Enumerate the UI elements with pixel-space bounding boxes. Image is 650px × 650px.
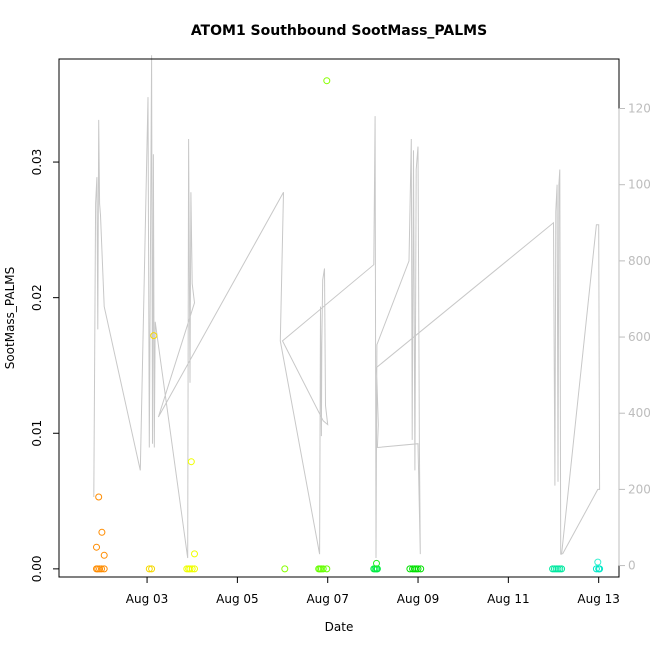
scatter-points bbox=[93, 77, 604, 573]
y2-tick-label: 8000 bbox=[628, 254, 650, 268]
x-tick-label: Aug 07 bbox=[306, 592, 349, 606]
y2-tick-label: 10000 bbox=[628, 178, 650, 192]
data-point-36 bbox=[417, 565, 425, 573]
data-point-30 bbox=[373, 559, 380, 567]
y-axis-label: SootMass_PALMS bbox=[3, 267, 17, 370]
x-tick-label: Aug 03 bbox=[126, 592, 169, 606]
data-point-14 bbox=[186, 565, 194, 573]
data-point-42 bbox=[558, 565, 566, 573]
data-point-35 bbox=[414, 565, 422, 573]
x-tick-label: Aug 05 bbox=[216, 592, 259, 606]
x-axis: Aug 03 Aug 05 Aug 07 Aug 09 Aug 11 Aug 13 bbox=[126, 576, 620, 606]
data-point-3 bbox=[98, 565, 105, 573]
data-point-25 bbox=[323, 77, 331, 85]
y2-tick-label: 6000 bbox=[628, 330, 650, 344]
data-point-6 bbox=[95, 493, 103, 501]
data-point-2 bbox=[96, 565, 104, 573]
y-tick-label: 0.02 bbox=[30, 284, 44, 311]
data-point-19 bbox=[281, 565, 289, 573]
data-point-5 bbox=[93, 543, 100, 551]
x-tick-label: Aug 13 bbox=[577, 592, 620, 606]
data-point-43 bbox=[592, 565, 600, 573]
data-point-18 bbox=[191, 550, 198, 558]
data-point-45 bbox=[596, 565, 604, 573]
data-point-17 bbox=[187, 458, 195, 466]
y2-tick-label: 12000 bbox=[628, 102, 650, 116]
chart-title: ATOM1 Southbound SootMass_PALMS bbox=[191, 23, 487, 39]
y-tick-label: 0.00 bbox=[30, 556, 44, 583]
series-line-1 bbox=[93, 55, 601, 559]
data-point-10 bbox=[148, 565, 156, 573]
data-point-4 bbox=[100, 565, 108, 573]
y2-tick-label: 0 bbox=[628, 559, 636, 573]
y2-axis: 0 2000 4000 6000 8000 10000 12000 bbox=[618, 102, 650, 573]
data-point-16 bbox=[191, 565, 198, 573]
x-axis-label: Date bbox=[325, 620, 354, 634]
data-point-15 bbox=[188, 565, 196, 573]
y2-tick-label: 2000 bbox=[628, 482, 650, 496]
y-tick-label: 0.03 bbox=[30, 149, 44, 176]
y-axis: 0.00 0.01 0.02 0.03 bbox=[30, 149, 60, 583]
y-tick-label: 0.01 bbox=[30, 420, 44, 447]
data-point-23 bbox=[319, 565, 327, 573]
data-point-7 bbox=[98, 528, 106, 536]
data-point-11 bbox=[150, 332, 158, 340]
y2-tick-label: 4000 bbox=[628, 406, 650, 420]
data-point-24 bbox=[323, 565, 331, 573]
x-tick-label: Aug 11 bbox=[487, 592, 530, 606]
data-point-9 bbox=[145, 565, 153, 573]
right-axis-series bbox=[93, 55, 601, 559]
data-point-46 bbox=[594, 558, 602, 566]
x-tick-label: Aug 09 bbox=[397, 592, 440, 606]
data-point-8 bbox=[100, 551, 108, 559]
